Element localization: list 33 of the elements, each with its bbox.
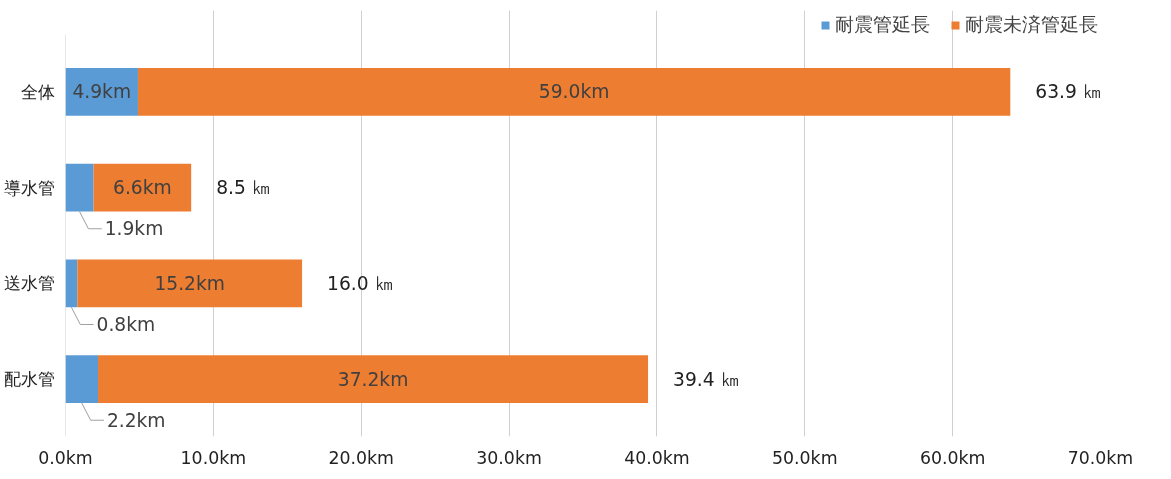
- total-label: 63.9 ㎞: [1035, 81, 1102, 103]
- x-tick-label: 70.0km: [1067, 447, 1134, 468]
- y-tick-label: 導水管: [3, 177, 55, 198]
- x-tick-label: 0.0km: [38, 447, 93, 468]
- y-tick-label: 送水管: [3, 273, 55, 294]
- bar: [65, 259, 78, 308]
- bar: [77, 259, 303, 308]
- bar: [98, 355, 649, 403]
- x-tick-label: 50.0km: [772, 447, 838, 468]
- x-tick-label: 60.0km: [919, 447, 986, 468]
- legend-label: 耐震管延長: [835, 13, 930, 37]
- data-label: 37.2km: [337, 368, 409, 390]
- x-tick-label: 10.0km: [180, 447, 247, 468]
- bar: [65, 355, 99, 403]
- y-tick-label: 全体: [20, 81, 55, 102]
- data-label: 15.2km: [154, 272, 225, 294]
- x-tick-label: 20.0km: [328, 447, 394, 468]
- x-tick-label: 40.0km: [624, 447, 690, 468]
- data-label: 6.6km: [113, 177, 172, 199]
- data-label: 0.8km: [96, 314, 156, 335]
- total-label: 39.4 ㎞: [673, 368, 740, 390]
- data-label: 2.2km: [106, 409, 166, 431]
- x-tick-label: 30.0km: [476, 447, 542, 468]
- total-label: 8.5 ㎞: [216, 177, 271, 199]
- bar: [137, 67, 1011, 116]
- data-label: 1.9km: [104, 218, 164, 240]
- y-tick-label: 配水管: [3, 369, 55, 390]
- total-label: 16.0 ㎞: [327, 272, 394, 294]
- bar: [93, 163, 192, 212]
- data-label: 59.0km: [538, 81, 610, 103]
- legend-label: 耐震未済管延長: [965, 13, 1098, 37]
- bar: [65, 163, 94, 212]
- data-label: 4.9km: [72, 81, 132, 103]
